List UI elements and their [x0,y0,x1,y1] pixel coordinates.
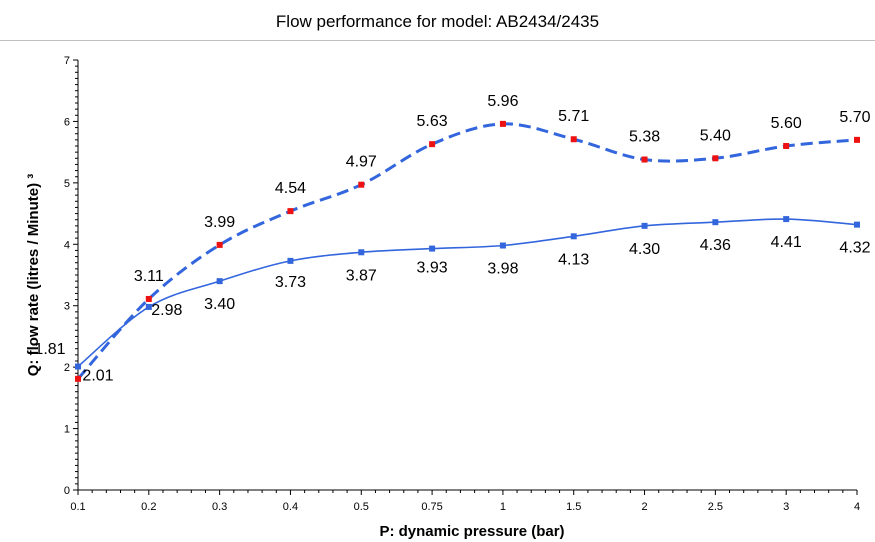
dashed-series-label: 5.96 [487,93,518,110]
dashed-series-label: 5.38 [629,129,660,146]
x-tick-label: 1.5 [566,501,581,513]
dashed-series-label: 5.71 [558,108,589,125]
solid-series-point [854,221,860,228]
dashed-series-label: 5.70 [839,109,870,126]
dashed-series-point [216,241,223,248]
solid-series-label: 3.87 [346,267,377,284]
dashed-series-line [76,122,858,380]
dashed-series-point [570,136,577,143]
solid-series-point [712,219,719,226]
x-tick-label: 2 [641,501,647,513]
dashed-series-point [429,141,436,148]
series-markers [75,120,860,382]
dashed-series-label: 3.99 [204,214,235,231]
x-tick-label: 2.5 [708,501,723,513]
data-labels: 1.81 3.11 3.99 4.54 4.97 5.63 5.96 5.71 5.38 5.40… [34,93,870,385]
x-tick-label: 4 [854,501,860,513]
solid-series-point [358,249,365,256]
dashed-series-label: 3.11 [134,268,164,285]
x-tick-label: 0.5 [354,501,369,513]
solid-series-line [77,218,858,368]
x-tick-label: 0.3 [212,501,227,513]
x-tick-label: 0.75 [421,501,442,513]
y-tick-label: 0 [64,485,70,497]
solid-series-point [570,233,577,240]
y-axis-title: Q: flow rate (litres / Minute) ³ [25,174,42,377]
dashed-series-point [287,208,294,215]
solid-series-label: 3.98 [487,261,518,278]
dashed-series-point [712,155,719,162]
solid-series-point [499,242,506,249]
solid-series-point [641,222,648,229]
dashed-series-label: 4.97 [346,154,377,171]
x-tick-label: 1 [500,501,506,513]
y-tick-label: 1 [64,424,70,436]
solid-series-point [287,257,294,264]
dashed-series-point [75,375,81,382]
solid-series-point [783,216,790,223]
series-lines [76,122,858,380]
dashed-series-label: 5.60 [771,115,802,132]
dashed-series-label: 5.40 [700,127,731,144]
dashed-series-point [641,156,648,163]
y-tick-label: 2 [64,362,70,374]
y-tick-label: 5 [64,178,70,190]
chart-title: Flow performance for model: AB2434/2435 [275,12,600,31]
solid-series-label: 4.41 [771,234,802,251]
x-tick-label: 0.4 [283,501,298,513]
solid-series-label: 4.36 [700,237,731,254]
dashed-series-point [783,143,790,149]
solid-series-label: 4.32 [839,240,870,257]
solid-series-label: 2.98 [151,302,182,319]
y-tick-label: 6 [64,116,70,128]
solid-series-point [216,278,223,285]
solid-series-label: 3.73 [275,274,306,291]
x-tick-label: 0.2 [141,501,156,513]
axes: 0 1 2 3 4 5 6 7 0.1 0.2 0.3 0.4 0.5 0.75 1 1.5 2 2.5 3 4 [64,55,860,513]
dashed-series-label: 5.63 [417,113,448,130]
solid-series-point [145,303,152,310]
solid-series-label: 3.93 [417,260,448,277]
y-tick-label: 7 [64,55,70,67]
solid-series-point [75,363,81,370]
solid-series-point [429,245,436,252]
dashed-series-label: 4.54 [275,180,306,197]
dashed-series-point [499,120,506,127]
solid-series-label: 2.01 [82,368,113,385]
y-tick-label: 3 [64,301,70,313]
x-axis-title: P: dynamic pressure (bar) [379,523,564,540]
dashed-series-label: 1.81 [34,341,65,358]
dashed-series-point [358,181,365,188]
x-tick-label: 0.1 [70,501,85,513]
title-divider [0,40,875,41]
dashed-series-point [854,136,860,143]
solid-series-label: 3.40 [204,296,235,313]
y-tick-label: 4 [64,239,70,251]
x-tick-label: 3 [783,501,789,513]
dashed-series-point [145,295,152,302]
solid-series-label: 4.30 [629,241,660,258]
solid-series-label: 4.13 [558,251,589,268]
